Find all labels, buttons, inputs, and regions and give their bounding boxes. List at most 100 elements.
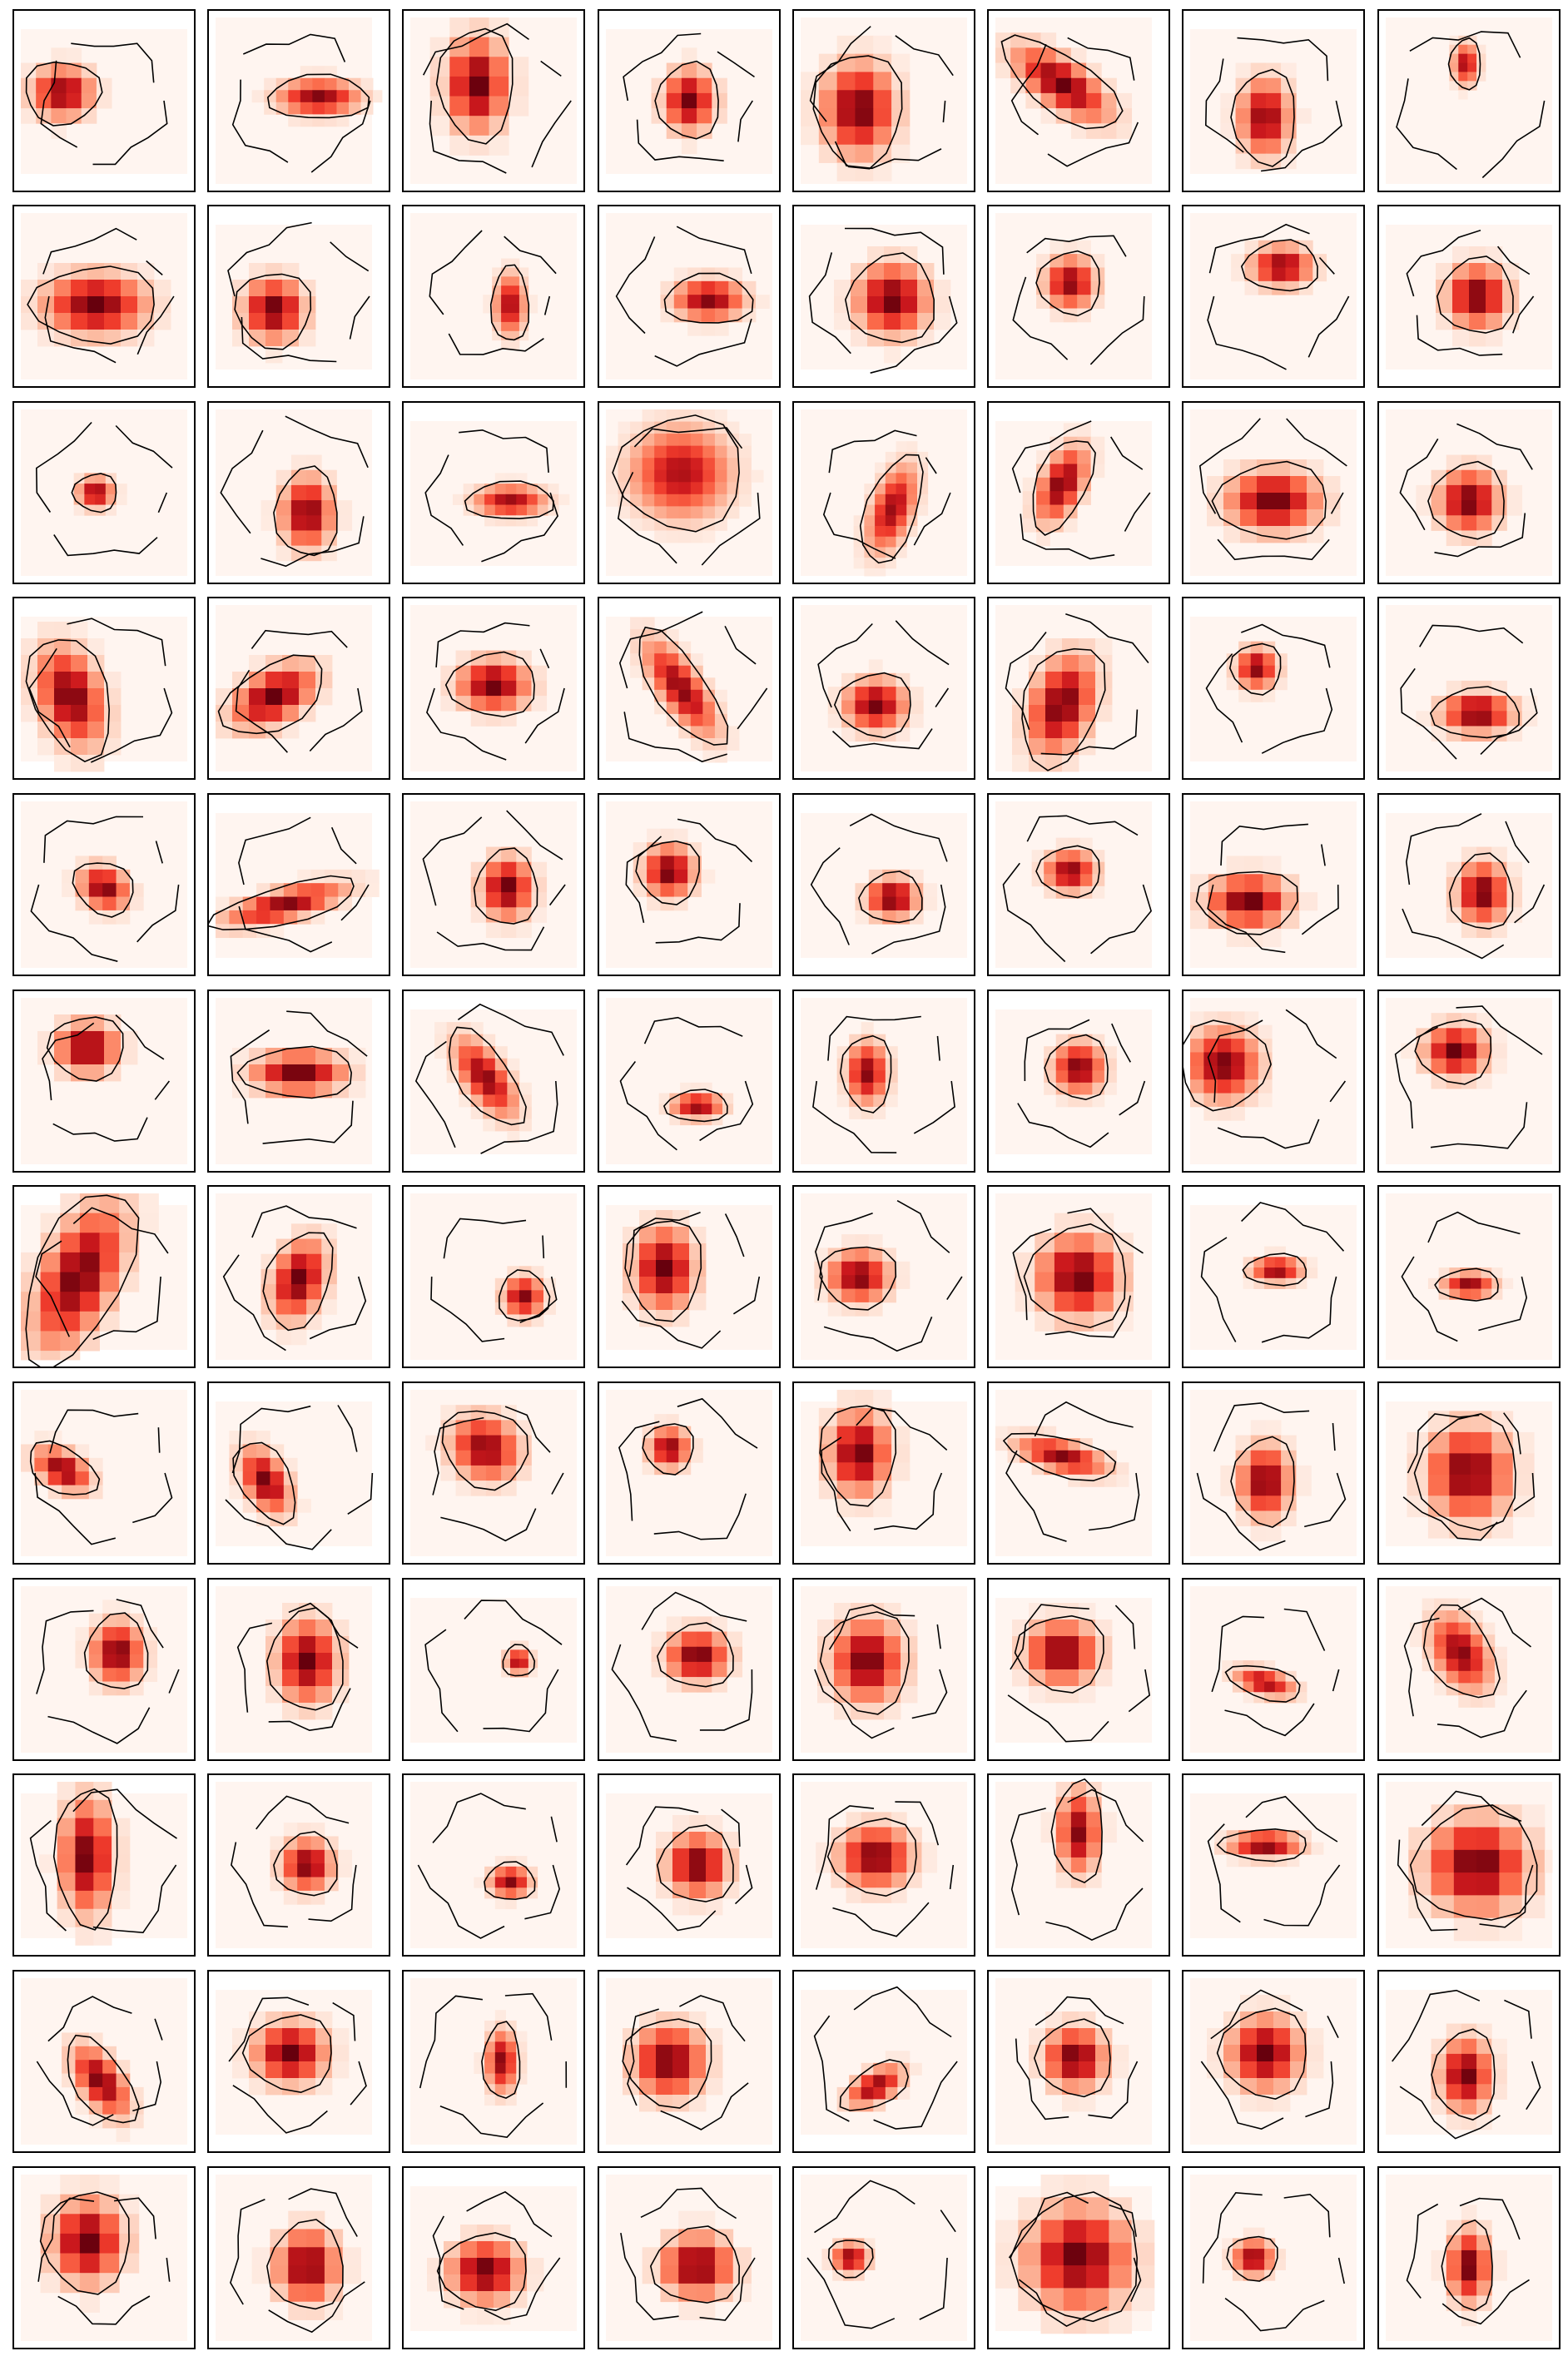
- source-contour-line: [436, 2232, 527, 2312]
- panel-frame: [207, 2166, 390, 2349]
- heatmap-cell: [119, 1233, 140, 1253]
- heatmap-cell: [834, 1653, 851, 1670]
- heatmap-cell: [1253, 1670, 1265, 1682]
- heatmap-cell: [827, 1261, 842, 1276]
- heatmap-cell: [321, 1253, 337, 1270]
- heatmap-cell: [1190, 1024, 1204, 1039]
- heatmap-cell: [265, 1064, 283, 1082]
- heatmap-cell: [1036, 518, 1050, 533]
- source-contour-line: [473, 847, 538, 925]
- source-contour-line: [1014, 1615, 1104, 1694]
- heatmap-cell: [1458, 90, 1468, 100]
- heatmap-cell: [630, 421, 643, 434]
- heatmap-cell: [896, 504, 907, 516]
- heatmap-cell: [75, 1908, 94, 1927]
- heatmap-cell: [1506, 484, 1523, 501]
- heatmap-cell: [1446, 454, 1462, 471]
- heatmap-cell: [265, 1081, 283, 1099]
- heatmap-cell: [702, 494, 716, 507]
- heatmap-svg: [987, 793, 1170, 976]
- heatmap-cell: [290, 1314, 307, 1331]
- heatmap-cell: [1461, 530, 1477, 547]
- heatmap-cell: [54, 638, 72, 656]
- heatmap-cell: [282, 722, 300, 739]
- heatmap-cell: [654, 494, 667, 507]
- heatmap-cell: [452, 494, 464, 505]
- heatmap-cell: [71, 622, 88, 639]
- heatmap-cell: [440, 665, 456, 682]
- heatmap-cell: [290, 1299, 307, 1315]
- heatmap-cell: [470, 1058, 484, 1071]
- heatmap-cell: [494, 1094, 508, 1108]
- heatmap-cell: [143, 1668, 158, 1682]
- heatmap-cell: [1086, 2310, 1109, 2334]
- heatmap-cell: [88, 869, 103, 884]
- heatmap-panel: [1182, 597, 1365, 780]
- heatmap-cell: [332, 2045, 350, 2062]
- heatmap-cell: [485, 696, 502, 712]
- heatmap-cell: [1307, 1267, 1318, 1279]
- heatmap-cell: [1461, 2235, 1477, 2251]
- heatmap-cell: [901, 330, 918, 347]
- heatmap-cell: [528, 304, 538, 314]
- heatmap-cell: [154, 313, 171, 330]
- heatmap-cell: [321, 515, 337, 531]
- heatmap-cell: [1045, 672, 1063, 689]
- heatmap-cell: [51, 108, 67, 124]
- heatmap-cell: [306, 469, 322, 486]
- heatmap-cell: [846, 1887, 862, 1903]
- heatmap-cell: [459, 1046, 472, 1059]
- heatmap-cell: [119, 1272, 140, 1292]
- heatmap-cell: [315, 1669, 333, 1687]
- heatmap-cell: [99, 1292, 120, 1312]
- heatmap-cell: [1077, 477, 1091, 492]
- heatmap-cell: [654, 653, 667, 667]
- heatmap-cell: [618, 469, 631, 483]
- outer-contour-line: [618, 1397, 758, 1540]
- heatmap-cell: [1062, 1653, 1079, 1670]
- heatmap-cell: [516, 2031, 528, 2042]
- heatmap-cell: [321, 1299, 337, 1315]
- panel-frame: [792, 793, 975, 976]
- heatmap-cell: [265, 330, 283, 347]
- heatmap-cell: [315, 1081, 333, 1099]
- heatmap-cell: [261, 1268, 277, 1285]
- heatmap-cell: [1055, 1872, 1072, 1888]
- heatmap-cell: [1281, 892, 1300, 911]
- heatmap-cell: [275, 90, 289, 103]
- heatmap-cell: [727, 469, 740, 483]
- heatmap-cell: [75, 1444, 90, 1459]
- heatmap-cell: [104, 672, 122, 689]
- heatmap-svg: [987, 1773, 1170, 1957]
- heatmap-cell: [75, 856, 90, 871]
- heatmap-svg: [792, 1381, 975, 1565]
- heatmap-cell: [1263, 653, 1276, 667]
- heatmap-cell: [1055, 1450, 1069, 1463]
- heatmap-cell: [1461, 1043, 1477, 1059]
- heatmap-cell: [232, 330, 250, 347]
- heatmap-cell: [1092, 1070, 1105, 1084]
- outer-contour-line: [1207, 223, 1350, 370]
- heatmap-cell: [492, 321, 502, 332]
- source-contour-line: [826, 1818, 917, 1897]
- heatmap-cell: [1238, 1842, 1252, 1855]
- heatmap-cell: [697, 108, 712, 124]
- heatmap-cell: [489, 76, 509, 97]
- heatmap-svg: [402, 1773, 585, 1957]
- heatmap-cell: [1045, 2028, 1063, 2046]
- heatmap-cell: [836, 1058, 850, 1071]
- heatmap-cell: [40, 1331, 61, 1352]
- heatmap-cell: [623, 2045, 640, 2062]
- heatmap-cell: [666, 653, 679, 667]
- heatmap-cell: [1274, 1692, 1286, 1704]
- heatmap-cell: [121, 296, 138, 314]
- heatmap-cell: [87, 313, 105, 330]
- heatmap-cell: [658, 1093, 670, 1104]
- heatmap-cell: [1446, 2038, 1462, 2055]
- heatmap-cell: [516, 494, 528, 505]
- heatmap-cell: [642, 445, 655, 459]
- heatmap-cell: [1231, 267, 1245, 282]
- heatmap-cell: [1079, 2061, 1096, 2079]
- heatmap-cell: [537, 494, 548, 505]
- heatmap-cell: [1223, 2045, 1241, 2062]
